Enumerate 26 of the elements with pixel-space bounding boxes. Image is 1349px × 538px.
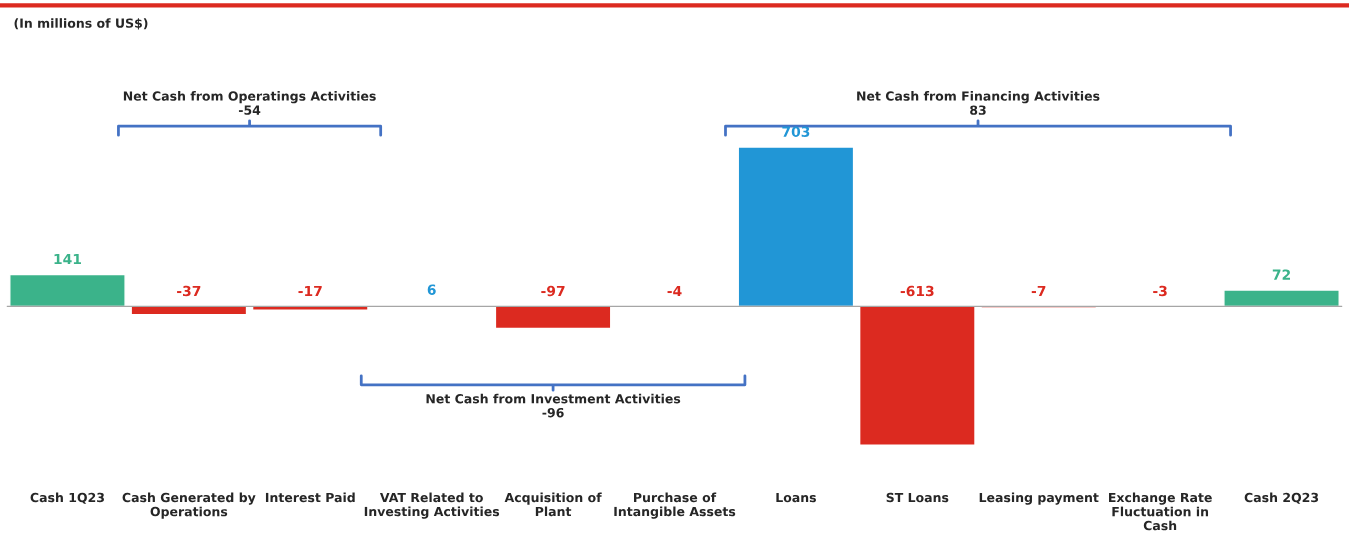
x-tick-label: Loans [776,492,816,503]
x-tick-label: Exchange Rate Fluctuation in Cash [1109,492,1212,531]
data-label: 141 [54,253,81,265]
data-label: -37 [177,285,201,297]
x-tick-label: Purchase of Intangible Assets [614,492,736,519]
x-tick-label: Cash Generated by Operations [122,492,256,519]
x-tick-label: ST Loans [886,492,949,503]
annotation: Net Cash from Investment Activities -96 [426,393,681,418]
data-label: -7 [1031,285,1046,297]
data-label: -4 [667,285,682,297]
data-label: -613 [900,285,934,297]
data-label: -97 [541,285,565,297]
x-tick-label: Cash 1Q23 [30,492,104,504]
x-tick-label: Acquisition of Plant [504,492,602,517]
chart-subtitle: (In millions of US$) [14,18,148,30]
x-tick-label: Interest Paid [265,492,355,503]
x-tick-label: Cash 2Q23 [1244,492,1319,504]
data-label: 703 [782,126,810,137]
text: Net Cash from Financing Activities 83 [857,91,1100,115]
text: Net Cash from Operatings Activities -54 [123,91,376,115]
x-tick-label: VAT Related to Investing Activities [364,492,500,519]
data-label: 6 [427,284,436,295]
data-label: -3 [1153,285,1167,297]
x-tick-label: Leasing payment [979,492,1099,505]
data-label: 72 [1272,269,1291,280]
data-label: -17 [298,285,322,297]
